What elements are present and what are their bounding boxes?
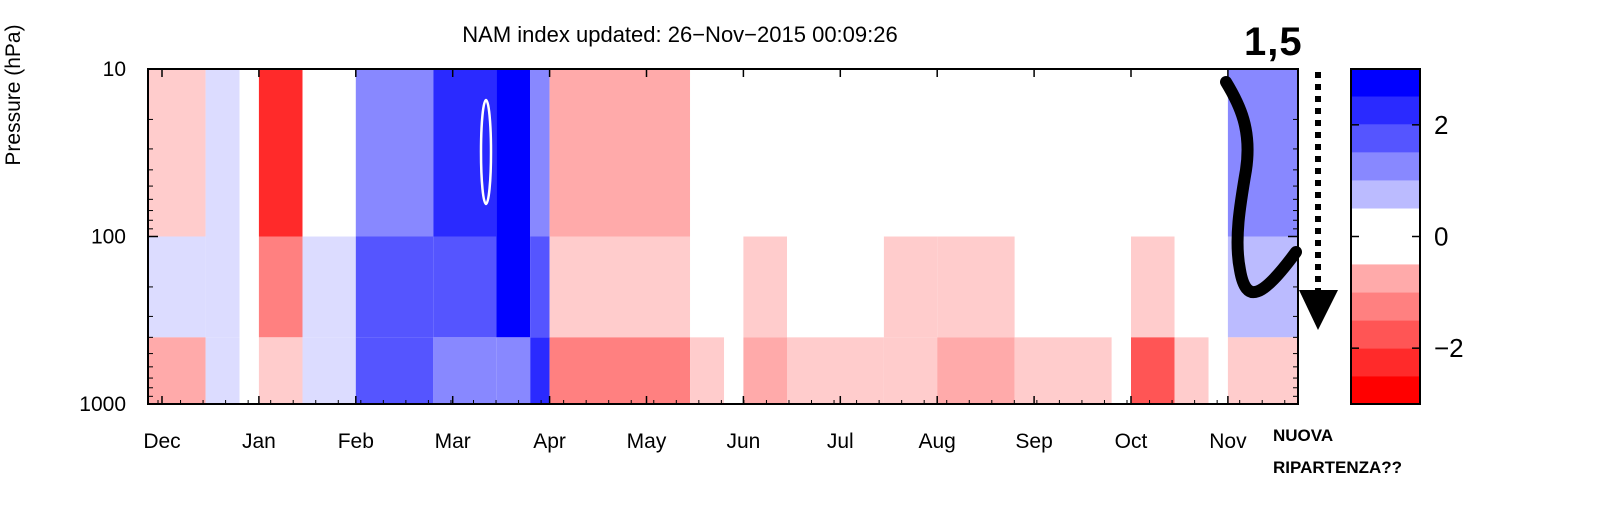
heatmap-cell [1227, 337, 1298, 404]
heatmap-cell [1131, 337, 1175, 404]
annotation-line-1: NUOVA [1273, 426, 1334, 445]
colorbar-segment [1351, 320, 1420, 349]
y-tick-label: 10 [103, 58, 126, 81]
heatmap-cell [496, 337, 531, 404]
colorbar-tick-label: −2 [1434, 333, 1464, 363]
heatmap-cell [743, 236, 788, 338]
hand-annotation [1220, 72, 1338, 330]
heatmap-cell [148, 236, 206, 338]
heatmap-cell [148, 69, 206, 237]
chart-title: NAM index updated: 26−Nov−2015 00:09:26 [462, 22, 898, 47]
x-tick-label: Jul [827, 430, 854, 453]
x-tick-label: Jun [726, 430, 760, 453]
x-tick-label: Mar [435, 430, 471, 453]
x-tick-label: Oct [1115, 430, 1148, 453]
colorbar-segment [1351, 376, 1420, 404]
heatmap-cell [549, 337, 691, 404]
colorbar-tick-label: 2 [1434, 110, 1448, 140]
heatmap-cell [937, 69, 1015, 237]
heatmap-cell [743, 69, 788, 237]
heatmap-cell [205, 236, 240, 338]
y-tick-label: 1000 [79, 393, 126, 416]
colorbar-segment [1351, 292, 1420, 321]
heatmap-cell [302, 337, 356, 404]
colorbar-segment [1351, 96, 1420, 125]
heatmap-cell [690, 337, 725, 404]
colorbar-segment [1351, 348, 1420, 377]
colorbar-segment [1351, 152, 1420, 181]
x-tick-label: Jan [242, 430, 276, 453]
heatmap-cell [743, 337, 788, 404]
heatmap-cell [1131, 236, 1175, 338]
heatmap-cell [690, 69, 725, 237]
heatmap-cell [258, 337, 303, 404]
y-tick-label: 100 [91, 226, 126, 249]
heatmap-cell [1174, 236, 1209, 338]
heatmap-cell [1174, 337, 1209, 404]
contour-ellipse [479, 98, 493, 206]
heatmap-cell [787, 236, 884, 338]
colorbar-segment [1351, 69, 1420, 97]
heatmap-cell [1131, 69, 1175, 237]
heatmap-area [148, 69, 1298, 404]
heatmap-cell [355, 337, 434, 404]
colorbar-segment [1351, 124, 1420, 153]
x-tick-label: Nov [1209, 430, 1247, 453]
heatmap-cell [530, 69, 550, 237]
heatmap-cell [302, 236, 356, 338]
hand-drawn-curve [1220, 76, 1302, 298]
heatmap-cell [258, 69, 303, 237]
heatmap-cell [787, 337, 884, 404]
heatmap-cell [433, 69, 497, 237]
heatmap-cell [690, 236, 725, 338]
colorbar: 2 0 −2 [1350, 68, 1464, 405]
colorbar-segment [1351, 236, 1420, 265]
heatmap-cell [1014, 337, 1112, 404]
annotation-value-label: 1,5 [1244, 20, 1303, 64]
colorbar-tick-label: 0 [1434, 222, 1448, 252]
heatmap-cell [433, 337, 497, 404]
heatmap-cell [496, 69, 531, 237]
annotation-line-2: RIPARTENZA?? [1273, 458, 1403, 477]
heatmap-cell [549, 69, 691, 237]
colorbar-segment [1351, 264, 1420, 293]
y-axis-label: Pressure (hPa) [2, 24, 25, 166]
heatmap-cell [496, 236, 531, 338]
heatmap-cell [937, 236, 1015, 338]
heatmap-cell [1014, 69, 1112, 237]
x-tick-label: Apr [533, 430, 566, 453]
heatmap-cell [148, 337, 206, 404]
colorbar-segment [1351, 180, 1420, 209]
x-tick-label: Dec [143, 430, 180, 453]
arrow-head [1299, 290, 1338, 330]
heatmap-cell [883, 236, 938, 338]
heatmap-cell [433, 236, 497, 338]
heatmap-cell [530, 337, 550, 404]
x-tick-label: Sep [1015, 430, 1052, 453]
axes: Dec Jan Feb Mar Apr May Jun Jul Aug Sep Oct Nov 10 10… [79, 58, 1299, 453]
heatmap-cell [937, 337, 1015, 404]
annotation-question-label: NUOVA RIPARTENZA?? [1273, 420, 1402, 484]
heatmap-cell [205, 69, 240, 237]
heatmap-cell [883, 69, 938, 237]
heatmap-cell [530, 236, 550, 338]
heatmap-cell [302, 69, 356, 237]
heatmap-cell [1174, 69, 1209, 237]
heatmap-cell [205, 337, 240, 404]
heatmap-cell [258, 236, 303, 338]
heatmap-cell [787, 69, 884, 237]
x-tick-label: May [627, 430, 667, 453]
x-tick-label: Feb [338, 430, 374, 453]
x-tick-label: Aug [919, 430, 956, 453]
heatmap-cell [355, 69, 434, 237]
heatmap-cell [883, 337, 938, 404]
heatmap-cell [1014, 236, 1112, 338]
heatmap-cell [549, 236, 691, 338]
heatmap-cell [355, 236, 434, 338]
colorbar-segment [1351, 208, 1420, 237]
